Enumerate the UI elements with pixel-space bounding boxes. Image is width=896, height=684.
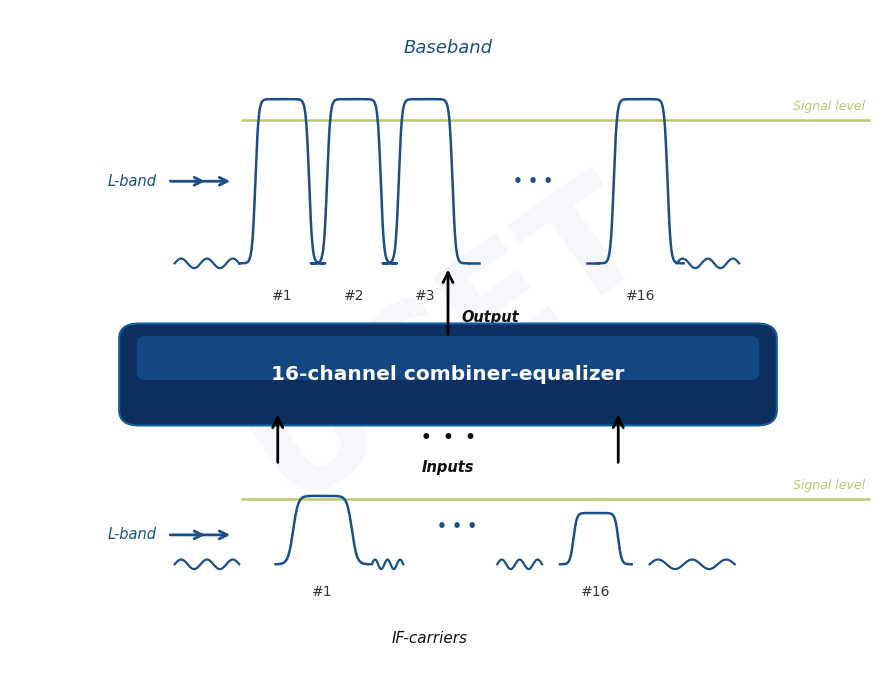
Text: L-band: L-band [108,174,157,189]
Text: #2: #2 [344,289,364,303]
Text: L-band: L-band [108,527,157,542]
Text: • • •: • • • [513,174,553,189]
Text: IF-carriers: IF-carriers [392,631,468,646]
Text: #1: #1 [312,585,333,598]
Text: #3: #3 [416,289,435,303]
Text: UCET: UCET [223,153,673,531]
Text: Output: Output [461,310,519,325]
Text: • • •: • • • [437,519,477,534]
Text: #16: #16 [582,585,610,598]
Text: •  •  •: • • • [420,429,476,447]
Text: #1: #1 [271,289,293,303]
Text: 16-channel combiner-equalizer: 16-channel combiner-equalizer [271,365,625,384]
Text: Signal level: Signal level [793,100,865,113]
Text: Baseband: Baseband [403,39,493,57]
Text: #16: #16 [626,289,655,303]
Text: Signal level: Signal level [793,479,865,492]
FancyBboxPatch shape [137,336,759,380]
Text: Inputs: Inputs [422,460,474,475]
FancyBboxPatch shape [119,324,777,425]
